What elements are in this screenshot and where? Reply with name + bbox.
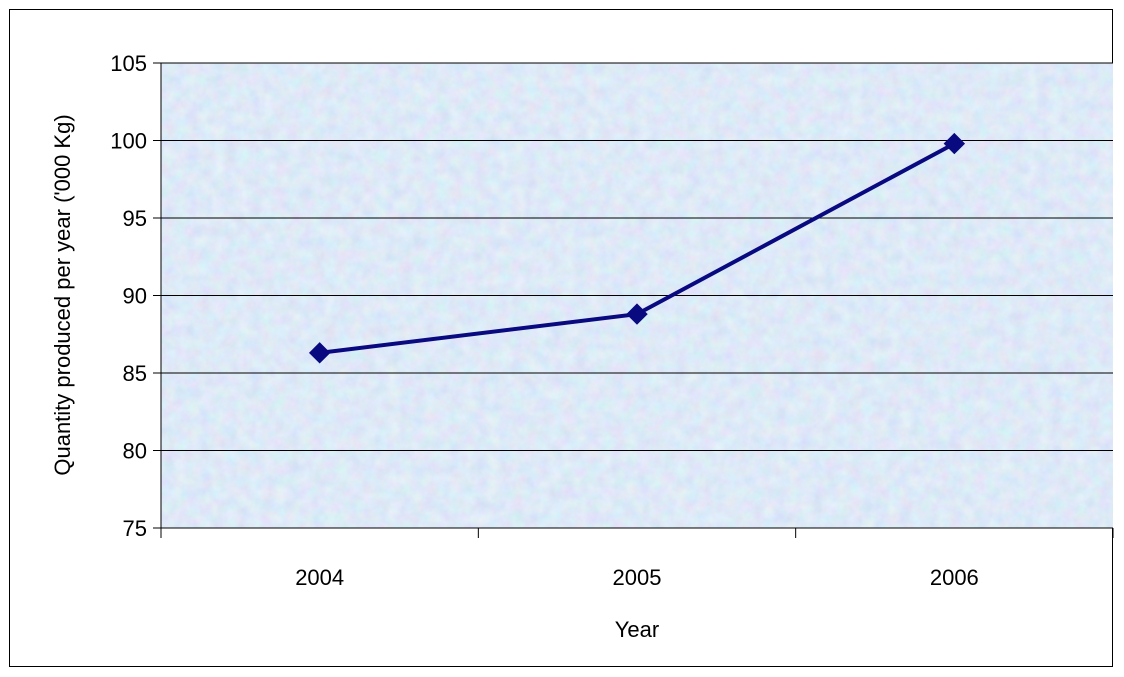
gridlines <box>161 62 1113 451</box>
y-tick-label: 80 <box>123 439 147 464</box>
y-tick-label: 105 <box>110 51 147 76</box>
x-axis-title: Year <box>615 617 659 642</box>
y-axis-title: Quantity produced per year ('000 Kg) <box>50 114 75 475</box>
y-tick-label: 85 <box>123 361 147 386</box>
data-point-marker <box>943 132 966 155</box>
series-group <box>308 132 966 364</box>
x-tick-label: 2004 <box>295 565 344 590</box>
y-tick-label: 100 <box>110 129 147 154</box>
data-point-marker <box>308 342 331 364</box>
x-axis-ticks: 2004 2005 2006 <box>160 528 1114 590</box>
y-tick-label: 75 <box>123 516 147 541</box>
x-tick-label: 2005 <box>613 565 662 590</box>
data-point-marker <box>626 303 648 325</box>
y-tick-label: 90 <box>123 284 147 309</box>
y-axis-ticks: 75 80 85 90 95 100 105 <box>110 51 161 541</box>
x-tick-label: 2006 <box>930 565 979 590</box>
y-tick-label: 95 <box>123 206 147 231</box>
